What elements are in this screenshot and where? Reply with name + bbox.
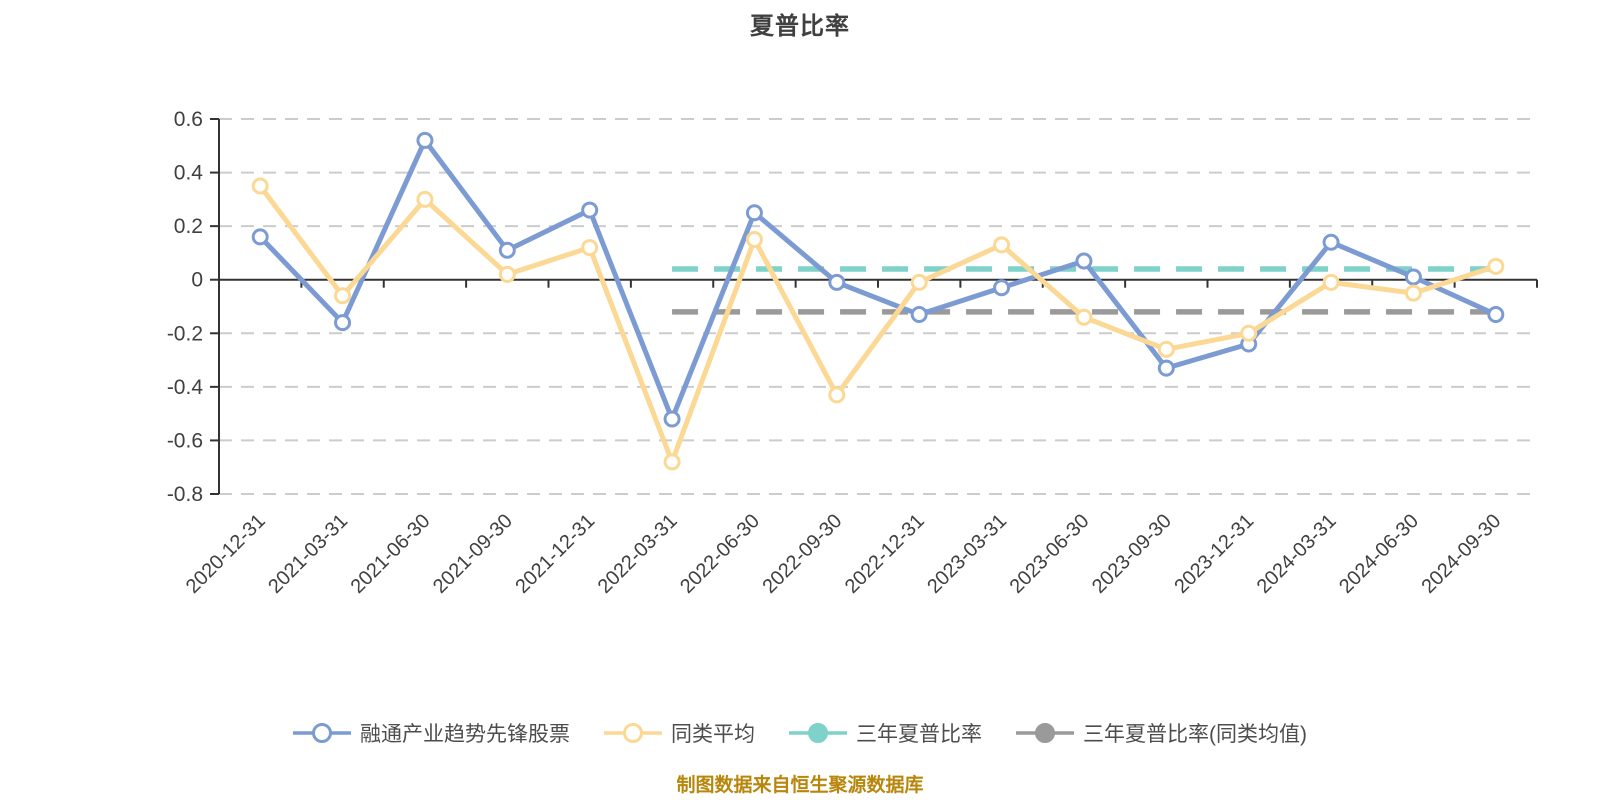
data-point-marker-s1 (416, 190, 434, 208)
data-point-marker-s0 (498, 241, 516, 259)
legend-item-label: 融通产业趋势先锋股票 (360, 723, 570, 746)
y-axis-label: 0.6 (174, 108, 203, 131)
data-point-marker-s1 (993, 236, 1011, 254)
series-line-1 (257, 183, 1499, 465)
x-axis-label: 2023-12-31 (1170, 510, 1258, 598)
data-point-marker-s0 (1487, 306, 1505, 324)
legend-item-0[interactable]: 融通产业趋势先锋股票 (293, 718, 570, 748)
data-point-marker-s1 (745, 231, 763, 249)
legend-marker-icon (604, 723, 662, 743)
legend-item-1[interactable]: 同类平均 (604, 718, 755, 748)
y-axis-label: 0.4 (174, 162, 204, 185)
x-axis-label: 2021-09-30 (429, 510, 517, 598)
data-point-marker-s1 (1322, 273, 1340, 291)
data-point-marker-s1 (581, 239, 599, 257)
y-axis-label: -0.2 (167, 322, 203, 345)
data-point-marker-s1 (663, 453, 681, 471)
data-point-marker-s0 (993, 279, 1011, 297)
x-axis-label: 2022-03-31 (594, 510, 682, 598)
data-point-marker-s0 (745, 204, 763, 222)
legend-item-label: 三年夏普比率 (856, 723, 982, 746)
data-point-marker-s0 (1404, 268, 1422, 286)
data-point-marker-s1 (1487, 257, 1505, 275)
x-axis-label: 2024-09-30 (1417, 510, 1505, 598)
data-point-marker-s1 (1157, 340, 1175, 358)
legend-item-2[interactable]: 三年夏普比率 (789, 718, 982, 748)
y-axis-label: 0 (191, 269, 203, 292)
data-point-marker-s0 (663, 410, 681, 428)
x-axis-label: 2022-06-30 (676, 510, 764, 598)
data-point-marker-s1 (910, 273, 928, 291)
legend-marker-icon (789, 723, 847, 743)
x-axis-label: 2023-06-30 (1006, 510, 1094, 598)
data-point-marker-s1 (828, 386, 846, 404)
data-point-marker-s1 (251, 177, 269, 195)
x-axis-label: 2021-12-31 (511, 510, 599, 598)
y-axis-label: -0.8 (167, 483, 203, 506)
data-source-note: 制图数据来自恒生聚源数据库 (676, 775, 924, 796)
legend-item-label: 三年夏普比率(同类均值) (1083, 723, 1307, 746)
x-axis-label: 2020-12-31 (182, 510, 270, 598)
chart-title: 夏普比率 (750, 13, 850, 40)
data-point-marker-s0 (416, 131, 434, 149)
data-point-marker-s1 (1404, 284, 1422, 302)
legend-marker-icon (293, 723, 351, 743)
data-point-marker-s0 (1322, 233, 1340, 251)
data-point-marker-s0 (1157, 359, 1175, 377)
x-axis-label: 2021-06-30 (347, 510, 435, 598)
legend-item-3[interactable]: 三年夏普比率(同类均值) (1016, 718, 1307, 748)
x-axis-label: 2024-03-31 (1253, 510, 1341, 598)
x-axis-label: 2024-06-30 (1335, 510, 1423, 598)
chart-legend: 融通产业趋势先锋股票 同类平均 三年夏普比率 三年夏普比率(同类均值) (0, 718, 1600, 748)
data-point-marker-s1 (1240, 324, 1258, 342)
x-axis-label: 2022-12-31 (841, 510, 929, 598)
data-point-marker-s0 (251, 228, 269, 246)
y-axis-label: -0.4 (167, 376, 204, 399)
data-point-marker-s1 (334, 287, 352, 305)
data-point-marker-s0 (910, 306, 928, 324)
data-point-marker-s1 (1075, 308, 1093, 326)
y-axis-label: -0.6 (167, 429, 203, 452)
x-axis-label: 2023-03-31 (923, 510, 1011, 598)
series-line-0 (257, 137, 1499, 422)
y-axis-label: 0.2 (174, 215, 203, 238)
x-axis-label: 2021-03-31 (264, 510, 352, 598)
legend-item-label: 同类平均 (671, 723, 755, 746)
data-point-marker-s1 (498, 265, 516, 283)
data-point-marker-s0 (828, 273, 846, 291)
x-axis-label: 2023-09-30 (1088, 510, 1176, 598)
sharpe-ratio-line-chart: 0.60.40.20-0.2-0.4-0.6-0.82020-12-312021… (167, 108, 1538, 598)
data-point-marker-s0 (334, 314, 352, 332)
legend-marker-icon (1016, 723, 1074, 743)
x-axis-label: 2022-09-30 (758, 510, 846, 598)
data-point-marker-s0 (1075, 252, 1093, 270)
data-point-marker-s0 (581, 201, 599, 219)
